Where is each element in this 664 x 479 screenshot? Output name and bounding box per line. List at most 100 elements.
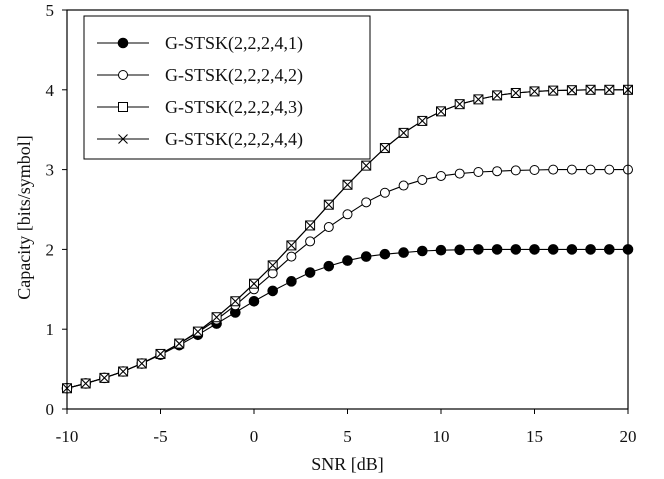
data-point — [435, 244, 447, 256]
data-point — [529, 244, 540, 255]
data-point — [491, 244, 503, 255]
cross-stroke — [249, 278, 259, 289]
data-point — [305, 236, 316, 247]
y-tick-label: 2 — [46, 240, 55, 259]
series-markers-1 — [61, 244, 634, 394]
data-point — [417, 174, 428, 185]
cross-stroke — [80, 378, 91, 389]
data-point — [305, 220, 315, 231]
cross-stroke — [99, 372, 110, 383]
series-markers-2 — [62, 164, 633, 394]
y-tick-label: 4 — [46, 81, 55, 100]
x-tick-label: 10 — [433, 427, 450, 446]
cross-stroke — [211, 312, 222, 323]
data-point — [249, 278, 259, 289]
legend-label: G-STSK(2,2,2,4,2) — [165, 65, 303, 86]
cross-stroke — [361, 160, 372, 171]
data-point — [379, 187, 390, 198]
data-point — [492, 90, 502, 101]
cross-stroke — [136, 358, 147, 369]
data-point — [342, 209, 353, 220]
legend-label: G-STSK(2,2,2,4,4) — [165, 129, 303, 150]
y-tick-label: 1 — [46, 320, 55, 339]
data-point — [211, 312, 222, 323]
data-point — [473, 94, 484, 105]
cross-stroke — [118, 366, 128, 377]
cross-stroke — [193, 326, 203, 337]
data-point — [360, 251, 372, 262]
data-point — [174, 338, 185, 349]
y-axis-title: Capacity [bits/symbol] — [14, 135, 34, 299]
data-point — [510, 165, 521, 176]
data-point — [454, 168, 465, 179]
x-tick-label: 15 — [526, 427, 543, 446]
data-point — [99, 372, 110, 383]
data-point — [454, 99, 465, 110]
data-point — [454, 244, 466, 256]
data-point — [417, 116, 428, 126]
data-point — [510, 88, 521, 98]
data-point — [417, 245, 428, 257]
data-point — [342, 255, 353, 266]
axis-ticks: -10 -5 0 5 10 15 20 0 1 2 3 4 5 — [46, 1, 637, 446]
data-point — [398, 180, 409, 191]
series-line-1 — [66, 248, 628, 389]
data-point — [304, 267, 316, 278]
cross-stroke — [604, 84, 615, 95]
legend-marker — [118, 70, 128, 80]
data-point — [361, 197, 372, 208]
data-point — [548, 85, 559, 96]
cross-stroke — [548, 85, 559, 96]
cross-stroke — [286, 240, 297, 251]
data-point — [193, 326, 203, 337]
data-point — [529, 86, 540, 97]
cross-stroke — [417, 116, 428, 126]
legend-marker — [118, 134, 128, 144]
data-point — [230, 296, 241, 307]
cross-stroke — [567, 85, 577, 96]
data-point — [585, 84, 596, 95]
cross-stroke — [305, 220, 315, 231]
data-point — [267, 285, 279, 297]
series-line-2 — [66, 169, 628, 389]
y-tick-label: 3 — [46, 161, 55, 180]
legend-marker — [118, 102, 128, 112]
data-point — [398, 247, 409, 258]
legend-item-3: G-STSK(2,2,2,4,3) — [97, 97, 303, 118]
data-point — [323, 222, 334, 233]
data-point — [566, 164, 577, 175]
legend-item-1: G-STSK(2,2,2,4,1) — [97, 33, 303, 54]
cross-stroke — [473, 94, 484, 105]
cross-stroke — [174, 338, 185, 349]
cross-stroke — [436, 106, 446, 117]
data-point — [604, 164, 615, 175]
data-point — [379, 248, 391, 260]
x-tick-label: -10 — [56, 427, 79, 446]
cross-stroke — [118, 134, 128, 144]
series-markers — [61, 84, 634, 394]
x-tick-label: -5 — [153, 427, 167, 446]
data-point — [567, 85, 577, 96]
legend-label: G-STSK(2,2,2,4,3) — [165, 97, 303, 118]
cross-stroke — [585, 84, 596, 95]
y-tick-label: 5 — [46, 1, 55, 20]
data-point — [136, 358, 147, 369]
legend-item-2: G-STSK(2,2,2,4,2) — [97, 65, 303, 86]
data-point — [436, 170, 446, 181]
cross-stroke — [323, 199, 334, 210]
data-point — [286, 240, 297, 251]
x-tick-label: 20 — [620, 427, 637, 446]
data-point — [286, 276, 297, 287]
data-point — [510, 244, 522, 255]
data-point — [547, 244, 559, 255]
legend-label: G-STSK(2,2,2,4,1) — [165, 33, 303, 54]
data-point — [585, 244, 596, 255]
data-point — [492, 166, 503, 177]
data-point — [323, 199, 334, 210]
cross-stroke — [492, 90, 502, 101]
cross-stroke — [454, 99, 465, 110]
x-axis-title: SNR [dB] — [311, 454, 384, 474]
cross-stroke — [230, 296, 241, 307]
data-point — [604, 84, 615, 95]
